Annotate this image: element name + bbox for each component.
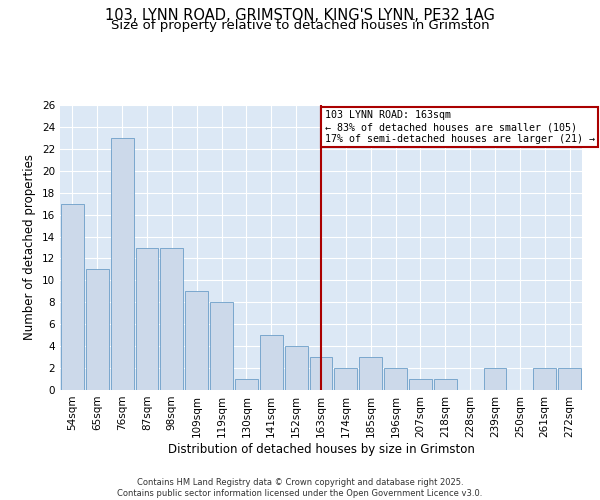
Bar — [334, 368, 357, 390]
Bar — [484, 368, 506, 390]
Bar — [160, 248, 183, 390]
Bar — [210, 302, 233, 390]
Bar — [86, 270, 109, 390]
Bar — [185, 292, 208, 390]
Bar — [260, 335, 283, 390]
Bar — [558, 368, 581, 390]
Bar — [384, 368, 407, 390]
Text: Distribution of detached houses by size in Grimston: Distribution of detached houses by size … — [167, 442, 475, 456]
Bar — [111, 138, 134, 390]
Text: 103 LYNN ROAD: 163sqm
← 83% of detached houses are smaller (105)
17% of semi-det: 103 LYNN ROAD: 163sqm ← 83% of detached … — [325, 110, 595, 144]
Bar — [235, 379, 258, 390]
Text: Contains HM Land Registry data © Crown copyright and database right 2025.
Contai: Contains HM Land Registry data © Crown c… — [118, 478, 482, 498]
Bar — [285, 346, 308, 390]
Bar — [310, 357, 332, 390]
Text: 103, LYNN ROAD, GRIMSTON, KING'S LYNN, PE32 1AG: 103, LYNN ROAD, GRIMSTON, KING'S LYNN, P… — [105, 8, 495, 22]
Bar — [409, 379, 432, 390]
Bar — [359, 357, 382, 390]
Text: Size of property relative to detached houses in Grimston: Size of property relative to detached ho… — [110, 18, 490, 32]
Bar — [434, 379, 457, 390]
Bar — [533, 368, 556, 390]
Bar — [136, 248, 158, 390]
Bar — [61, 204, 84, 390]
Y-axis label: Number of detached properties: Number of detached properties — [23, 154, 37, 340]
